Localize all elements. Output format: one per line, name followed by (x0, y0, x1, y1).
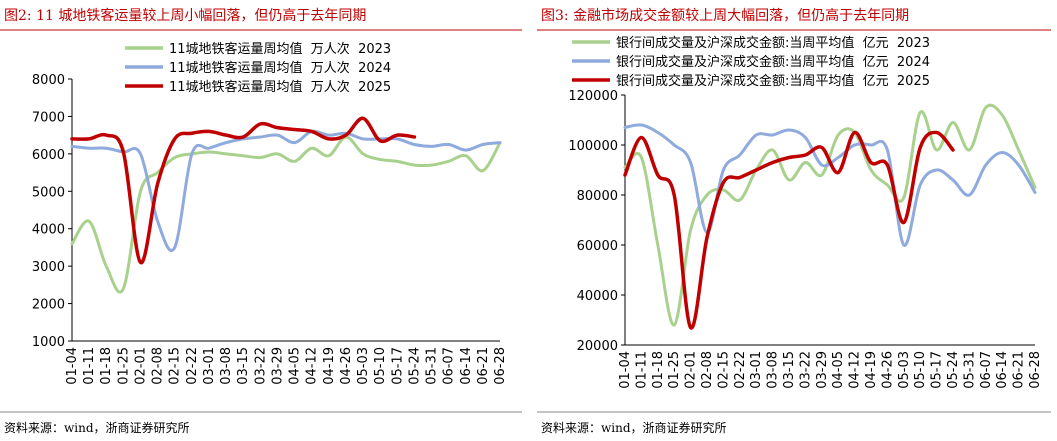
x-tick-label: 01-25 (116, 347, 131, 385)
x-tick-label: 05-03 (356, 347, 371, 385)
x-tick-label: 06-14 (995, 351, 1010, 389)
x-tick-label: 02-15 (716, 351, 731, 389)
y-tick-label: 60000 (577, 239, 618, 254)
x-tick-label: 04-26 (339, 347, 354, 385)
line-series (623, 103, 1037, 327)
legend-label: 银行间成交量及沪深成交金额:当周平均值 亿元 2023 (616, 35, 930, 51)
x-tick-label: 03-29 (815, 351, 830, 389)
line-series (70, 116, 417, 265)
chart-title: 图2: 11 城地铁客运量较上周小幅回落，但仍高于去年同期 (4, 7, 366, 24)
y-tick-label: 2000 (32, 298, 65, 313)
x-tick-label: 02-01 (133, 347, 148, 385)
y-tick-label: 6000 (32, 148, 65, 163)
x-tick-label: 04-12 (848, 351, 863, 389)
x-tick-label: 03-22 (253, 347, 268, 385)
x-tick-label: 03-08 (766, 351, 781, 389)
y-tick-label: 3000 (32, 260, 65, 275)
x-tick-label: 04-05 (288, 347, 303, 385)
x-tick-label: 05-24 (946, 351, 961, 389)
x-tick-label: 04-19 (322, 347, 337, 385)
x-tick-label: 01-11 (82, 347, 97, 385)
y-tick-label: 80000 (577, 189, 618, 204)
x-tick-label: 05-31 (962, 351, 977, 389)
chart-title: 图3: 金融市场成交金额较上周大幅回落，但仍高于去年同期 (541, 7, 909, 24)
line-series (70, 135, 502, 294)
x-tick-label: 05-17 (930, 351, 945, 389)
x-tick-label: 04-05 (831, 351, 846, 389)
y-tick-label: 20000 (577, 339, 618, 354)
chart: 图3: 金融市场成交金额较上周大幅回落，但仍高于去年同期资料来源：wind，浙商… (537, 7, 1051, 435)
x-tick-label: 03-22 (798, 351, 813, 389)
legend-label: 银行间成交量及沪深成交金额:当周平均值 亿元 2024 (616, 54, 930, 70)
legend-label: 11城地铁客运量周均值 万人次 2025 (169, 79, 391, 95)
y-tick-label: 1000 (32, 335, 65, 350)
x-tick-label: 01-04 (618, 351, 633, 389)
x-tick-label: 03-08 (219, 347, 234, 385)
y-tick-label: 8000 (32, 73, 65, 88)
x-tick-label: 06-07 (442, 347, 457, 385)
y-tick-label: 7000 (32, 110, 65, 125)
x-tick-label: 02-15 (168, 347, 183, 385)
x-tick-label: 01-11 (634, 351, 649, 389)
x-tick-label: 06-28 (1028, 351, 1043, 389)
x-tick-label: 01-25 (667, 351, 682, 389)
y-tick-label: 40000 (577, 289, 618, 304)
x-tick-label: 03-01 (202, 347, 217, 385)
chart: 图2: 11 城地铁客运量较上周小幅回落，但仍高于去年同期资料来源：wind，浙… (0, 7, 522, 435)
x-tick-label: 02-08 (151, 347, 166, 385)
legend-label: 11城地铁客运量周均值 万人次 2023 (169, 41, 391, 57)
x-tick-label: 05-17 (390, 347, 405, 385)
line-series (70, 129, 502, 252)
x-tick-label: 05-31 (425, 347, 440, 385)
x-tick-label: 02-01 (684, 351, 699, 389)
y-tick-label: 120000 (568, 89, 618, 104)
y-tick-label: 4000 (32, 223, 65, 238)
x-tick-label: 02-22 (733, 351, 748, 389)
source: 资料来源：wind，浙商证券研究所 (4, 420, 190, 435)
x-tick-label: 03-01 (749, 351, 764, 389)
x-tick-label: 01-18 (651, 351, 666, 389)
x-tick-label: 05-10 (373, 347, 388, 385)
x-tick-label: 06-21 (1012, 351, 1027, 389)
x-tick-label: 06-14 (459, 347, 474, 385)
x-tick-label: 03-15 (782, 351, 797, 389)
x-tick-label: 06-21 (476, 347, 491, 385)
x-tick-label: 03-15 (236, 347, 251, 385)
x-tick-label: 06-28 (493, 347, 508, 385)
x-tick-label: 05-24 (407, 347, 422, 385)
legend-label: 11城地铁客运量周均值 万人次 2024 (169, 60, 391, 76)
x-tick-label: 02-22 (185, 347, 200, 385)
x-tick-label: 06-07 (979, 351, 994, 389)
x-tick-label: 03-29 (270, 347, 285, 385)
x-tick-label: 04-12 (305, 347, 320, 385)
x-tick-label: 05-10 (913, 351, 928, 389)
x-tick-label: 01-04 (65, 347, 80, 385)
line-series (623, 130, 955, 330)
x-tick-label: 01-18 (99, 347, 114, 385)
legend-label: 银行间成交量及沪深成交金额:当周平均值 亿元 2025 (616, 73, 930, 89)
y-tick-label: 5000 (32, 185, 65, 200)
y-tick-label: 100000 (568, 139, 618, 154)
x-tick-label: 02-08 (700, 351, 715, 389)
x-tick-label: 04-19 (864, 351, 879, 389)
x-tick-label: 05-03 (897, 351, 912, 389)
x-tick-label: 04-26 (880, 351, 895, 389)
source: 资料来源：wind，浙商证券研究所 (541, 420, 727, 435)
